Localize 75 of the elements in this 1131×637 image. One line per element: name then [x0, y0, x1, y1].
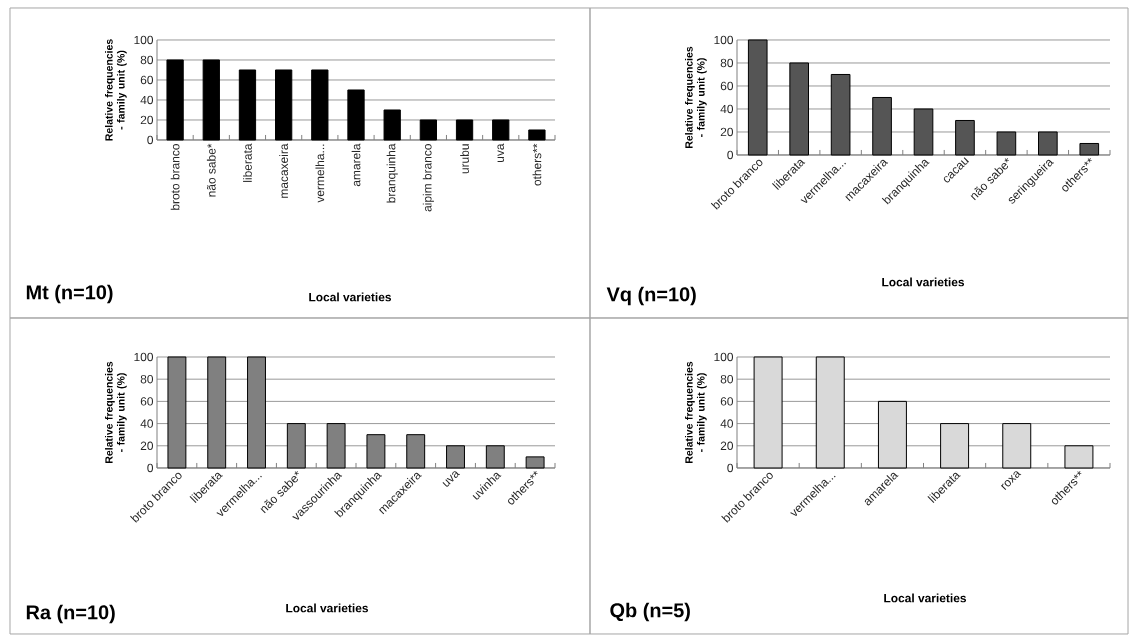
x-axis-title: Local varieties — [882, 277, 965, 287]
y-tick-label: 20 — [720, 441, 734, 451]
x-tick-label: others** — [532, 143, 542, 186]
bar — [383, 109, 401, 141]
y-tick-label: 40 — [140, 419, 154, 428]
y-tick-label: 0 — [727, 463, 734, 473]
bar — [311, 69, 329, 141]
bar — [955, 119, 975, 156]
x-axis-title: Local varieties — [286, 603, 369, 613]
y-tick-label: 0 — [147, 463, 154, 473]
x-tick-label: macaxeira — [279, 143, 289, 198]
x-tick-label: uva — [442, 471, 461, 487]
bar — [1079, 142, 1100, 156]
y-tick-label: 80 — [140, 55, 154, 65]
x-tick-label: urubu — [460, 144, 469, 174]
bar — [830, 73, 851, 156]
y-tick-label: 80 — [720, 58, 734, 68]
text: Vq (n=10) — [606, 286, 696, 306]
y-tick-label: 100 — [134, 352, 154, 362]
x-tick-label: uva — [497, 143, 504, 162]
bar — [166, 59, 184, 141]
x-tick-label: vermelha... — [315, 144, 325, 203]
bar — [1038, 131, 1058, 156]
bar — [455, 119, 474, 141]
y-tick-label: 40 — [140, 95, 154, 105]
y-tick-label: 20 — [720, 127, 734, 137]
y-tick-label: 0 — [147, 135, 154, 145]
bar — [789, 62, 809, 156]
bar — [913, 108, 934, 156]
y-tick-label: 20 — [140, 441, 154, 451]
x-tick-label: branquinha — [386, 143, 398, 203]
x-tick-label: roxa — [1000, 471, 1022, 491]
y-axis-title: Relative frequencies - family unit (%) — [105, 361, 127, 463]
y-tick-label: 80 — [140, 374, 154, 384]
x-tick-label: não sabe* — [206, 143, 216, 197]
y-axis-title: Relative frequencies - family unit (%) — [105, 39, 127, 141]
text: Qb (n=5) — [610, 602, 690, 622]
y-axis-title: Relative frequencies - family unit (%) — [685, 361, 707, 463]
y-tick-label: 60 — [140, 75, 154, 85]
x-tick-label: amarela — [351, 143, 361, 187]
y-tick-label: 100 — [714, 352, 734, 362]
y-tick-label: 80 — [720, 374, 734, 384]
y-tick-label: 0 — [727, 150, 734, 160]
x-tick-label: liberata — [243, 143, 252, 182]
bar — [815, 356, 845, 469]
y-axis-title: Relative frequencies - family unit (%) — [685, 46, 707, 148]
bar — [747, 39, 768, 156]
y-tick-label: 40 — [720, 104, 734, 114]
text: Mt (n=10) — [26, 284, 113, 304]
text: Ra (n=10) — [26, 604, 115, 624]
bar — [492, 119, 510, 141]
bar — [877, 400, 907, 469]
bar — [872, 96, 892, 156]
y-tick-label: 100 — [714, 35, 734, 45]
bar — [753, 356, 783, 469]
bar — [238, 69, 257, 141]
bar — [419, 119, 438, 141]
y-tick-label: 20 — [140, 115, 154, 125]
bar — [347, 89, 365, 141]
bar — [1064, 445, 1094, 469]
bar — [996, 131, 1017, 156]
y-tick-label: 100 — [134, 35, 154, 45]
bar — [202, 59, 220, 141]
x-axis-title: Local varieties — [309, 292, 392, 302]
bar — [1002, 423, 1032, 469]
bar — [940, 423, 970, 469]
y-tick-label: 60 — [720, 397, 734, 406]
y-tick-label: 60 — [720, 81, 734, 91]
x-axis-title: Local varieties — [884, 593, 967, 603]
y-tick-label: 40 — [720, 419, 734, 428]
x-tick-label: aipim branco — [422, 144, 434, 212]
x-tick-label: broto branco — [170, 144, 180, 210]
y-tick-label: 60 — [140, 397, 154, 406]
bar — [275, 69, 293, 141]
bar — [528, 129, 546, 141]
